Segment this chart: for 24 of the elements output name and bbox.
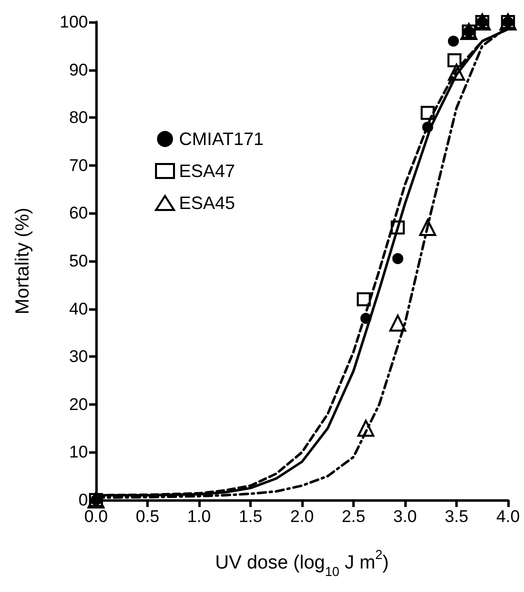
x-tick-label: 3.0 (393, 507, 417, 526)
x-tick-label: 0.5 (136, 507, 160, 526)
y-tick-label: 30 (69, 347, 88, 366)
x-tick-label: 2.5 (342, 507, 366, 526)
x-tick-label: 4.0 (496, 507, 520, 526)
y-tick-label: 70 (69, 156, 88, 175)
y-tick-label: 100 (60, 12, 88, 32)
y-tick-label: 90 (69, 60, 88, 80)
x-tick-label: 1.5 (238, 507, 262, 526)
y-tick-label: 20 (69, 394, 88, 414)
x-tick-label: 1.0 (187, 507, 211, 526)
legend-label: ESA47 (179, 161, 236, 181)
x-tick-label: 0.0 (84, 507, 108, 526)
legend-label: ESA45 (179, 193, 236, 213)
y-tick-label: 0 (78, 490, 88, 510)
x-tick-label: 2.0 (290, 507, 314, 526)
y-tick-label: 40 (69, 299, 88, 318)
x-tick-label: 3.5 (444, 507, 468, 526)
legend-label: CMIAT171 (179, 129, 264, 149)
y-tick-label: 10 (69, 442, 88, 462)
y-tick-label: 80 (69, 108, 88, 128)
y-tick-label: 60 (69, 204, 88, 223)
y-axis-title: Mortality (%) (12, 208, 34, 314)
y-tick-label: 50 (69, 252, 88, 270)
